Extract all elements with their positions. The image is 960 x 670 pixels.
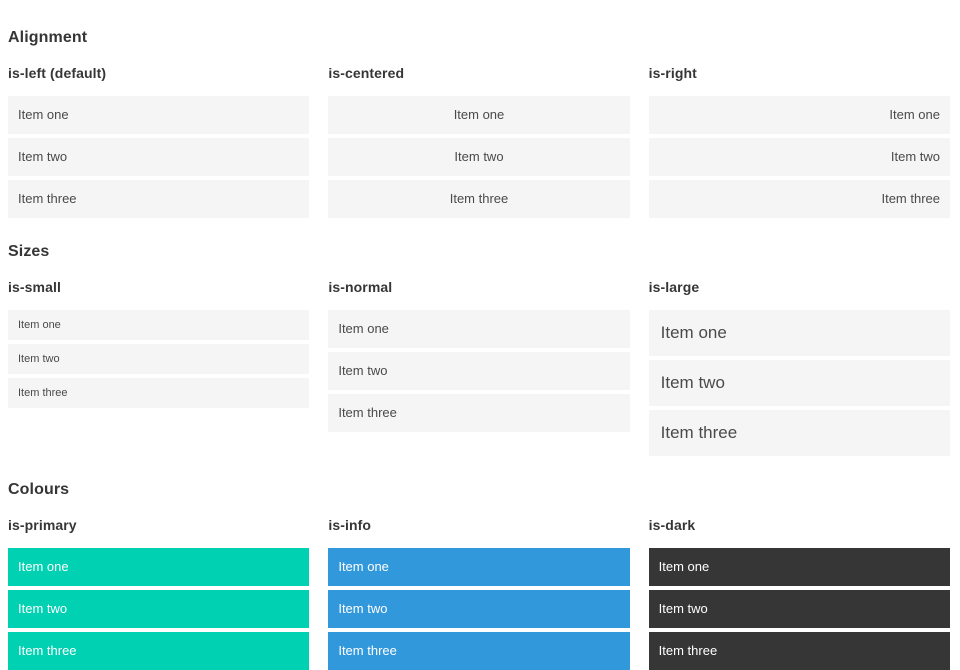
- alignment-columns: is-left (default) Item one Item two Item…: [8, 64, 950, 218]
- list-item[interactable]: Item two: [328, 352, 630, 390]
- list-item[interactable]: Item one: [8, 96, 310, 134]
- section-colours: Colours is-primary Item one Item two Ite…: [8, 480, 950, 670]
- column-is-normal: is-normal Item one Item two Item three: [328, 278, 630, 432]
- column-subtitle-is-centered: is-centered: [328, 65, 405, 81]
- list-item[interactable]: Item two: [8, 138, 310, 176]
- list-item[interactable]: Item one: [328, 548, 630, 586]
- list-item[interactable]: Item two: [328, 590, 630, 628]
- column-is-info: is-info Item one Item two Item three: [328, 516, 630, 670]
- list-item[interactable]: Item one: [8, 548, 310, 586]
- list-item[interactable]: Item one: [648, 96, 950, 134]
- list-item[interactable]: Item two: [648, 590, 950, 628]
- column-subtitle-is-small: is-small: [8, 279, 61, 295]
- list-item[interactable]: Item three: [328, 180, 630, 218]
- list-is-large: Item one Item two Item three: [648, 310, 950, 456]
- column-subtitle-is-right: is-right: [648, 65, 697, 81]
- list-is-right: Item one Item two Item three: [648, 96, 950, 218]
- list-is-centered: Item one Item two Item three: [328, 96, 630, 218]
- list-is-left: Item one Item two Item three: [8, 96, 310, 218]
- sizes-columns: is-small Item one Item two Item three is…: [8, 278, 950, 456]
- list-item[interactable]: Item three: [328, 394, 630, 432]
- column-is-centered: is-centered Item one Item two Item three: [328, 64, 630, 218]
- list-item[interactable]: Item one: [648, 548, 950, 586]
- column-subtitle-is-dark: is-dark: [648, 517, 696, 533]
- list-item[interactable]: Item one: [648, 310, 950, 356]
- list-item[interactable]: Item three: [8, 378, 310, 408]
- list-is-small: Item one Item two Item three: [8, 310, 310, 408]
- list-item[interactable]: Item two: [8, 590, 310, 628]
- column-subtitle-is-left: is-left (default): [8, 65, 107, 81]
- colours-columns: is-primary Item one Item two Item three …: [8, 516, 950, 670]
- list-is-dark: Item one Item two Item three: [648, 548, 950, 670]
- list-item[interactable]: Item two: [328, 138, 630, 176]
- list-item[interactable]: Item three: [648, 632, 950, 670]
- list-item[interactable]: Item one: [328, 96, 630, 134]
- list-item[interactable]: Item two: [8, 344, 310, 374]
- list-item[interactable]: Item three: [648, 410, 950, 456]
- list-item[interactable]: Item three: [8, 180, 310, 218]
- section-title-sizes: Sizes: [8, 243, 50, 260]
- section-title-alignment: Alignment: [8, 29, 88, 46]
- list-item[interactable]: Item two: [648, 138, 950, 176]
- column-is-left: is-left (default) Item one Item two Item…: [8, 64, 310, 218]
- column-is-right: is-right Item one Item two Item three: [648, 64, 950, 218]
- list-is-primary: Item one Item two Item three: [8, 548, 310, 670]
- list-item[interactable]: Item three: [8, 632, 310, 670]
- column-is-small: is-small Item one Item two Item three: [8, 278, 310, 408]
- column-subtitle-is-normal: is-normal: [328, 279, 393, 295]
- column-is-dark: is-dark Item one Item two Item three: [648, 516, 950, 670]
- list-item[interactable]: Item two: [648, 360, 950, 406]
- list-item[interactable]: Item three: [328, 632, 630, 670]
- section-sizes: Sizes is-small Item one Item two Item th…: [8, 242, 950, 456]
- section-title-colours: Colours: [8, 481, 70, 498]
- list-item[interactable]: Item one: [8, 310, 310, 340]
- column-is-primary: is-primary Item one Item two Item three: [8, 516, 310, 670]
- column-subtitle-is-info: is-info: [328, 517, 372, 533]
- list-is-info: Item one Item two Item three: [328, 548, 630, 670]
- column-subtitle-is-large: is-large: [648, 279, 700, 295]
- list-item[interactable]: Item one: [328, 310, 630, 348]
- list-is-normal: Item one Item two Item three: [328, 310, 630, 432]
- list-item[interactable]: Item three: [648, 180, 950, 218]
- section-alignment: Alignment is-left (default) Item one Ite…: [8, 28, 950, 218]
- column-subtitle-is-primary: is-primary: [8, 517, 77, 533]
- column-is-large: is-large Item one Item two Item three: [648, 278, 950, 456]
